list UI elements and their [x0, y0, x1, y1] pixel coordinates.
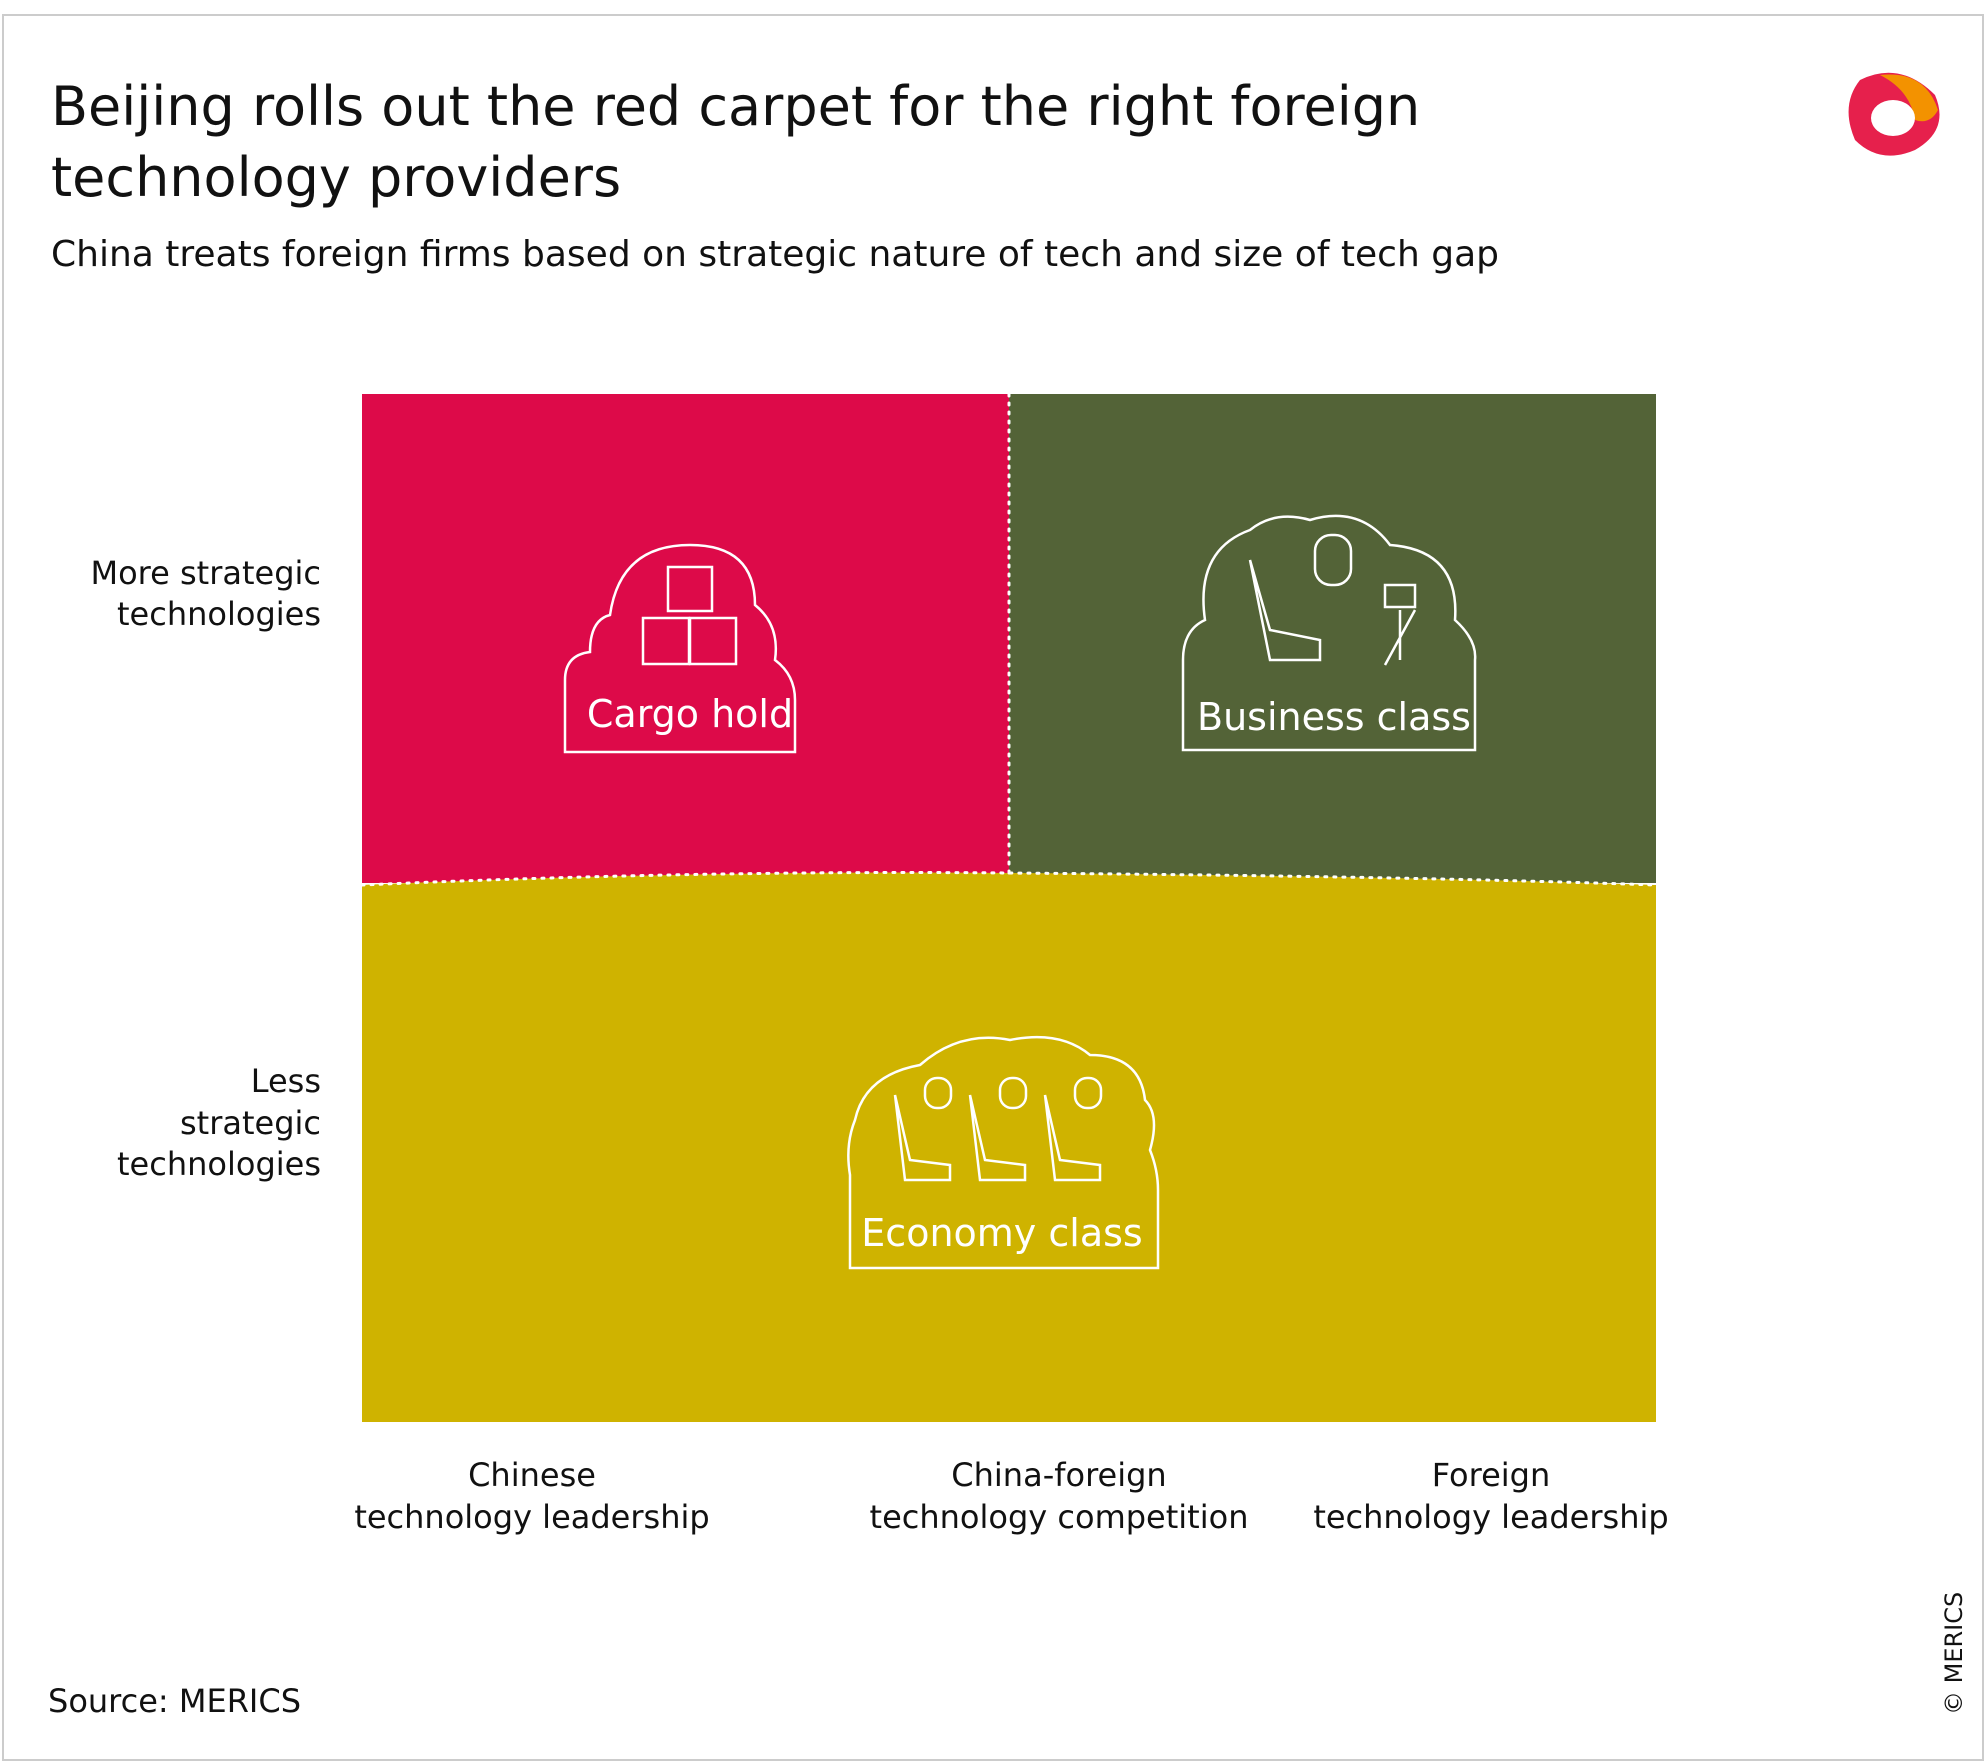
- divider: [360, 871, 1658, 887]
- quadrant-label: Business class: [1197, 695, 1471, 739]
- title-line: technology providers: [51, 146, 621, 209]
- economy-icon: [847, 1035, 1160, 1270]
- matrix: Cargo hold Business class Economy class: [360, 392, 1658, 1422]
- x-label: technology leadership: [354, 1498, 709, 1536]
- quadrant: [362, 394, 1009, 883]
- y-label: Less: [251, 1062, 321, 1100]
- quadrant: [362, 872, 1656, 1422]
- logo: [1848, 72, 1940, 156]
- quadrant-label: Economy class: [861, 1211, 1142, 1255]
- y-axis: More strategic technologies Less strateg…: [90, 554, 321, 1183]
- copyright: © MERICS: [1940, 1592, 1968, 1715]
- cargo-icon: [563, 543, 797, 754]
- subtitle: China treats foreign firms based on stra…: [51, 234, 1499, 275]
- quadrant: [1009, 394, 1656, 883]
- y-label: More strategic: [90, 554, 321, 592]
- source: Source: MERICS: [48, 1682, 301, 1720]
- x-axis: Chinese technology leadership China-fore…: [354, 1456, 1668, 1536]
- x-label: Chinese: [468, 1456, 596, 1494]
- x-label: technology leadership: [1313, 1498, 1668, 1536]
- y-label: strategic: [180, 1104, 321, 1142]
- x-label: Foreign: [1432, 1456, 1550, 1494]
- y-label: technologies: [117, 595, 321, 633]
- x-label: China-foreign: [951, 1456, 1166, 1494]
- x-label: technology competition: [870, 1498, 1249, 1536]
- y-label: technologies: [117, 1145, 321, 1183]
- quadrant-label: Cargo hold: [587, 692, 793, 736]
- business-icon: [1181, 514, 1477, 752]
- title-line: Beijing rolls out the red carpet for the…: [51, 75, 1420, 138]
